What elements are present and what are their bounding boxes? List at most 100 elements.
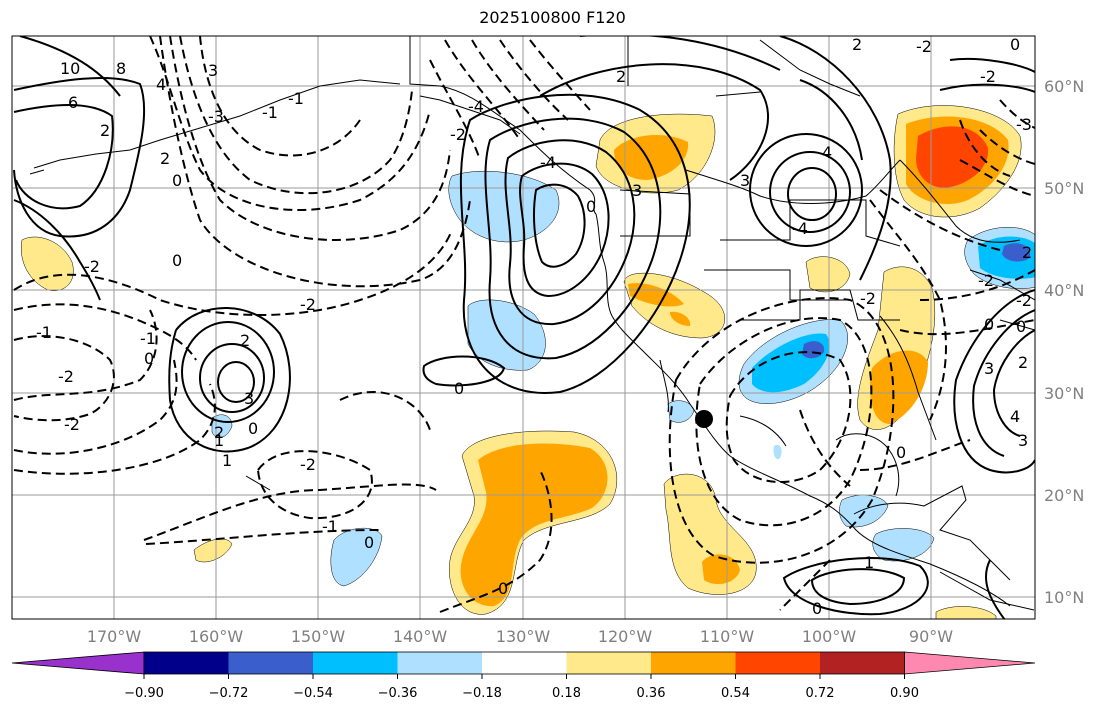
colorbar-segment (313, 652, 398, 674)
colorbar-tick-label: −0.18 (462, 686, 502, 701)
coastlines (29, 36, 1035, 611)
colorbar-tick-label: −0.72 (209, 686, 249, 701)
contour-label: -3 (1016, 115, 1032, 134)
contour-labels: 10 6 8 2 4 2 0 0 -2 2 3 2 -2 0 -4 -2 -2 … (36, 35, 1032, 618)
colorbar-segment (482, 652, 567, 674)
colorbar-tick-label: 0.36 (637, 686, 666, 701)
colorbar-segment (566, 652, 651, 674)
contour-label: 1 (214, 431, 224, 450)
contour-label: 4 (1010, 407, 1020, 426)
contour-label: 2 (1022, 243, 1032, 262)
contour-label: -2 (978, 271, 994, 290)
longitude-labels: 170°W 160°W 150°W 140°W 130°W 120°W 110°… (87, 627, 953, 646)
positive-anomaly-fill (20, 105, 1022, 619)
colorbar-outline (143, 651, 905, 675)
colorbar-segment (228, 652, 313, 674)
map-frame (11, 35, 1036, 620)
lon-label-160w: 160°W (189, 627, 244, 646)
colorbar-segment (397, 652, 482, 674)
colorbar-segment (144, 652, 229, 674)
contour-label: -2 (58, 367, 74, 386)
colorbar-segment (735, 652, 820, 674)
colorbar-ticks (143, 674, 905, 679)
contour-label: 0 (498, 579, 508, 598)
contour-label: 3 (208, 61, 218, 80)
contour-label: 10 (60, 59, 80, 78)
contour-label: 0 (1010, 35, 1020, 54)
contour-label: 3 (632, 181, 642, 200)
contour-label: 2 (1018, 353, 1028, 372)
contour-label: 1 (222, 451, 232, 470)
colorbar-extend-max (904, 651, 1036, 675)
contour-label: 2 (852, 35, 862, 54)
lon-label-100w: 100°W (802, 627, 857, 646)
contour-label: 0 (1016, 317, 1026, 336)
lat-label-20n: 20°N (1044, 486, 1084, 505)
contour-label: -1 (288, 89, 304, 108)
contour-label: -2 (916, 37, 932, 56)
contour-label: 0 (364, 533, 374, 552)
contour-label: 0 (144, 349, 154, 368)
contour-label: -1 (140, 329, 156, 348)
colorbar-tick-label: 0.18 (552, 686, 581, 701)
lon-label-140w: 140°W (393, 627, 448, 646)
lat-label-30n: 30°N (1044, 384, 1084, 403)
contour-label: 2 (214, 423, 224, 442)
contour-label: -2 (84, 257, 100, 276)
contour-label: 0 (896, 443, 906, 462)
contour-label: -2 (1016, 291, 1032, 310)
lon-label-130w: 130°W (496, 627, 551, 646)
contour-label: 3 (244, 389, 254, 408)
colorbar-segment (651, 652, 736, 674)
contour-label: -1 (322, 517, 338, 536)
contour-label: 0 (172, 171, 182, 190)
contour-label: 1 (864, 553, 874, 572)
contour-label: 2 (160, 149, 170, 168)
negative-anomaly-fill (211, 170, 1035, 587)
colorbar-tick-label: 0.90 (890, 686, 919, 701)
lon-label-110w: 110°W (700, 627, 755, 646)
colorbar-extend-min (11, 651, 145, 675)
contour-label: 6 (68, 93, 78, 112)
lat-label-60n: 60°N (1044, 77, 1084, 96)
contour-label: 0 (172, 251, 182, 270)
lat-label-50n: 50°N (1044, 179, 1084, 198)
colorbar-tick-label: 0.72 (806, 686, 835, 701)
contour-label: 3 (1018, 431, 1028, 450)
graticule (12, 36, 1035, 619)
contour-label: 2 (100, 121, 110, 140)
map-panel: 10 6 8 2 4 2 0 0 -2 2 3 2 -2 0 -4 -2 -2 … (12, 35, 1035, 619)
contour-label: 0 (984, 315, 994, 334)
lon-label-90w: 90°W (909, 627, 953, 646)
latitude-labels: 60°N 50°N 40°N 30°N 20°N 10°N (1044, 77, 1084, 607)
colorbar-tick-label: −0.90 (124, 686, 164, 701)
colorbar-tick-label: −0.54 (293, 686, 333, 701)
contour-label: 8 (116, 59, 126, 78)
contour-label: 0 (812, 599, 822, 618)
colorbar-tick-label: −0.36 (378, 686, 418, 701)
contour-label: -4 (468, 97, 484, 116)
contour-label: -4 (792, 219, 808, 238)
lat-label-10n: 10°N (1044, 588, 1084, 607)
contour-label: -2 (860, 289, 876, 308)
contour-label: -2 (450, 125, 466, 144)
contour-label: -2 (64, 415, 80, 434)
map-title: 2025100800 F120 (479, 8, 626, 27)
lon-label-170w: 170°W (87, 627, 142, 646)
contour-label: 4 (156, 75, 166, 94)
positive-contours (13, 36, 1035, 619)
contour-label: -1 (36, 323, 52, 342)
lon-label-120w: 120°W (598, 627, 653, 646)
lat-label-40n: 40°N (1044, 281, 1084, 300)
contour-label: 2 (240, 331, 250, 350)
contour-label: 3 (984, 359, 994, 378)
contour-label: -1 (262, 103, 278, 122)
contour-label: -2 (980, 67, 996, 86)
contour-label: 2 (616, 67, 626, 86)
negative-contours (13, 36, 1035, 613)
contour-label: -2 (300, 455, 316, 474)
contour-label: 0 (454, 379, 464, 398)
location-marker (695, 410, 713, 428)
colorbar-segment (820, 652, 905, 674)
